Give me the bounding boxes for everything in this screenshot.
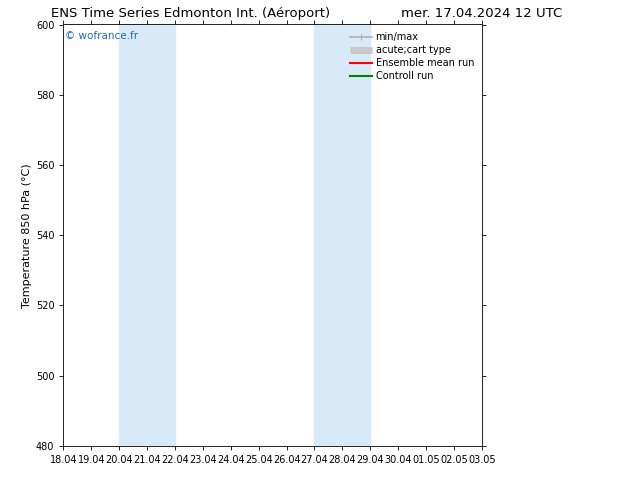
Bar — [314, 24, 370, 446]
Text: ENS Time Series Edmonton Int. (Aéroport): ENS Time Series Edmonton Int. (Aéroport) — [51, 7, 330, 21]
Legend: min/max, acute;cart type, Ensemble mean run, Controll run: min/max, acute;cart type, Ensemble mean … — [347, 29, 477, 84]
Text: mer. 17.04.2024 12 UTC: mer. 17.04.2024 12 UTC — [401, 7, 562, 21]
Text: © wofrance.fr: © wofrance.fr — [65, 31, 139, 41]
Y-axis label: Temperature 850 hPa (°C): Temperature 850 hPa (°C) — [22, 163, 32, 308]
Bar — [119, 24, 175, 446]
